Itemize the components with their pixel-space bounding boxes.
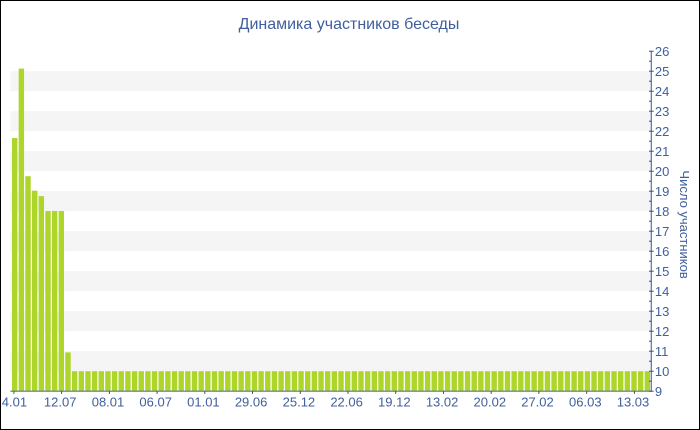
- svg-text:18: 18: [655, 204, 669, 219]
- svg-text:29.06: 29.06: [235, 394, 268, 409]
- svg-text:17: 17: [655, 224, 669, 239]
- svg-text:06.07: 06.07: [139, 394, 172, 409]
- svg-text:10: 10: [655, 364, 669, 379]
- svg-text:06.03: 06.03: [569, 394, 602, 409]
- svg-text:23: 23: [655, 104, 669, 119]
- svg-text:12: 12: [655, 324, 669, 339]
- svg-text:25.12: 25.12: [283, 394, 316, 409]
- svg-text:14.01: 14.01: [1, 394, 27, 409]
- svg-text:19: 19: [655, 184, 669, 199]
- svg-text:12.07: 12.07: [44, 394, 77, 409]
- svg-text:13.03: 13.03: [617, 394, 650, 409]
- svg-text:11: 11: [655, 344, 669, 359]
- svg-text:01.01: 01.01: [187, 394, 220, 409]
- svg-text:Динамика участников беседы: Динамика участников беседы: [239, 16, 460, 33]
- svg-text:9: 9: [655, 384, 662, 399]
- svg-text:Число участников: Число участников: [677, 170, 692, 278]
- svg-text:16: 16: [655, 244, 669, 259]
- svg-text:13.02: 13.02: [426, 394, 459, 409]
- svg-text:15: 15: [655, 264, 669, 279]
- svg-text:20: 20: [655, 164, 669, 179]
- svg-text:08.01: 08.01: [92, 394, 125, 409]
- svg-text:19.12: 19.12: [378, 394, 411, 409]
- svg-text:20.02: 20.02: [474, 394, 507, 409]
- svg-text:13: 13: [655, 304, 669, 319]
- svg-text:25: 25: [655, 64, 669, 79]
- svg-text:24: 24: [655, 84, 669, 99]
- svg-text:27.02: 27.02: [521, 394, 554, 409]
- svg-text:22.06: 22.06: [330, 394, 363, 409]
- svg-text:21: 21: [655, 144, 669, 159]
- svg-text:22: 22: [655, 124, 669, 139]
- svg-text:26: 26: [655, 44, 669, 59]
- svg-text:14: 14: [655, 284, 669, 299]
